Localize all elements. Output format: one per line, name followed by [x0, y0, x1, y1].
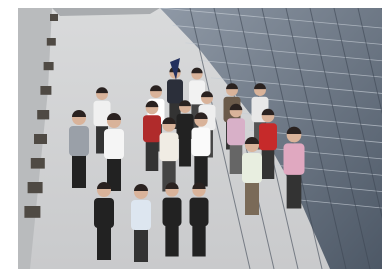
- torso: [242, 153, 262, 183]
- torso: [259, 123, 277, 150]
- block: [34, 134, 47, 144]
- torso: [190, 198, 209, 227]
- scene: [18, 8, 382, 269]
- torso: [143, 115, 161, 142]
- torso: [284, 143, 305, 175]
- photo: [0, 0, 382, 269]
- torso: [94, 198, 114, 228]
- block: [50, 14, 58, 21]
- block: [31, 158, 45, 169]
- block: [28, 182, 43, 193]
- torso: [104, 129, 124, 159]
- torso: [192, 128, 211, 157]
- torso: [177, 114, 194, 140]
- torso: [160, 133, 179, 162]
- torso: [163, 198, 182, 227]
- block: [47, 38, 56, 46]
- torso: [167, 79, 183, 103]
- torso: [69, 126, 89, 156]
- block: [44, 62, 54, 70]
- block: [40, 86, 51, 95]
- block: [24, 206, 40, 218]
- torso: [131, 200, 151, 230]
- page: (() => { JSON.parse(document.getElementB…: [0, 0, 382, 269]
- block: [37, 110, 49, 119]
- torso: [227, 118, 245, 145]
